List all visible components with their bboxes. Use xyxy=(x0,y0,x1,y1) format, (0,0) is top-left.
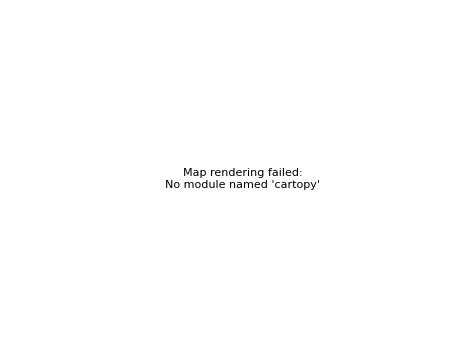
Text: Map rendering failed:
No module named 'cartopy': Map rendering failed: No module named 'c… xyxy=(165,169,320,190)
